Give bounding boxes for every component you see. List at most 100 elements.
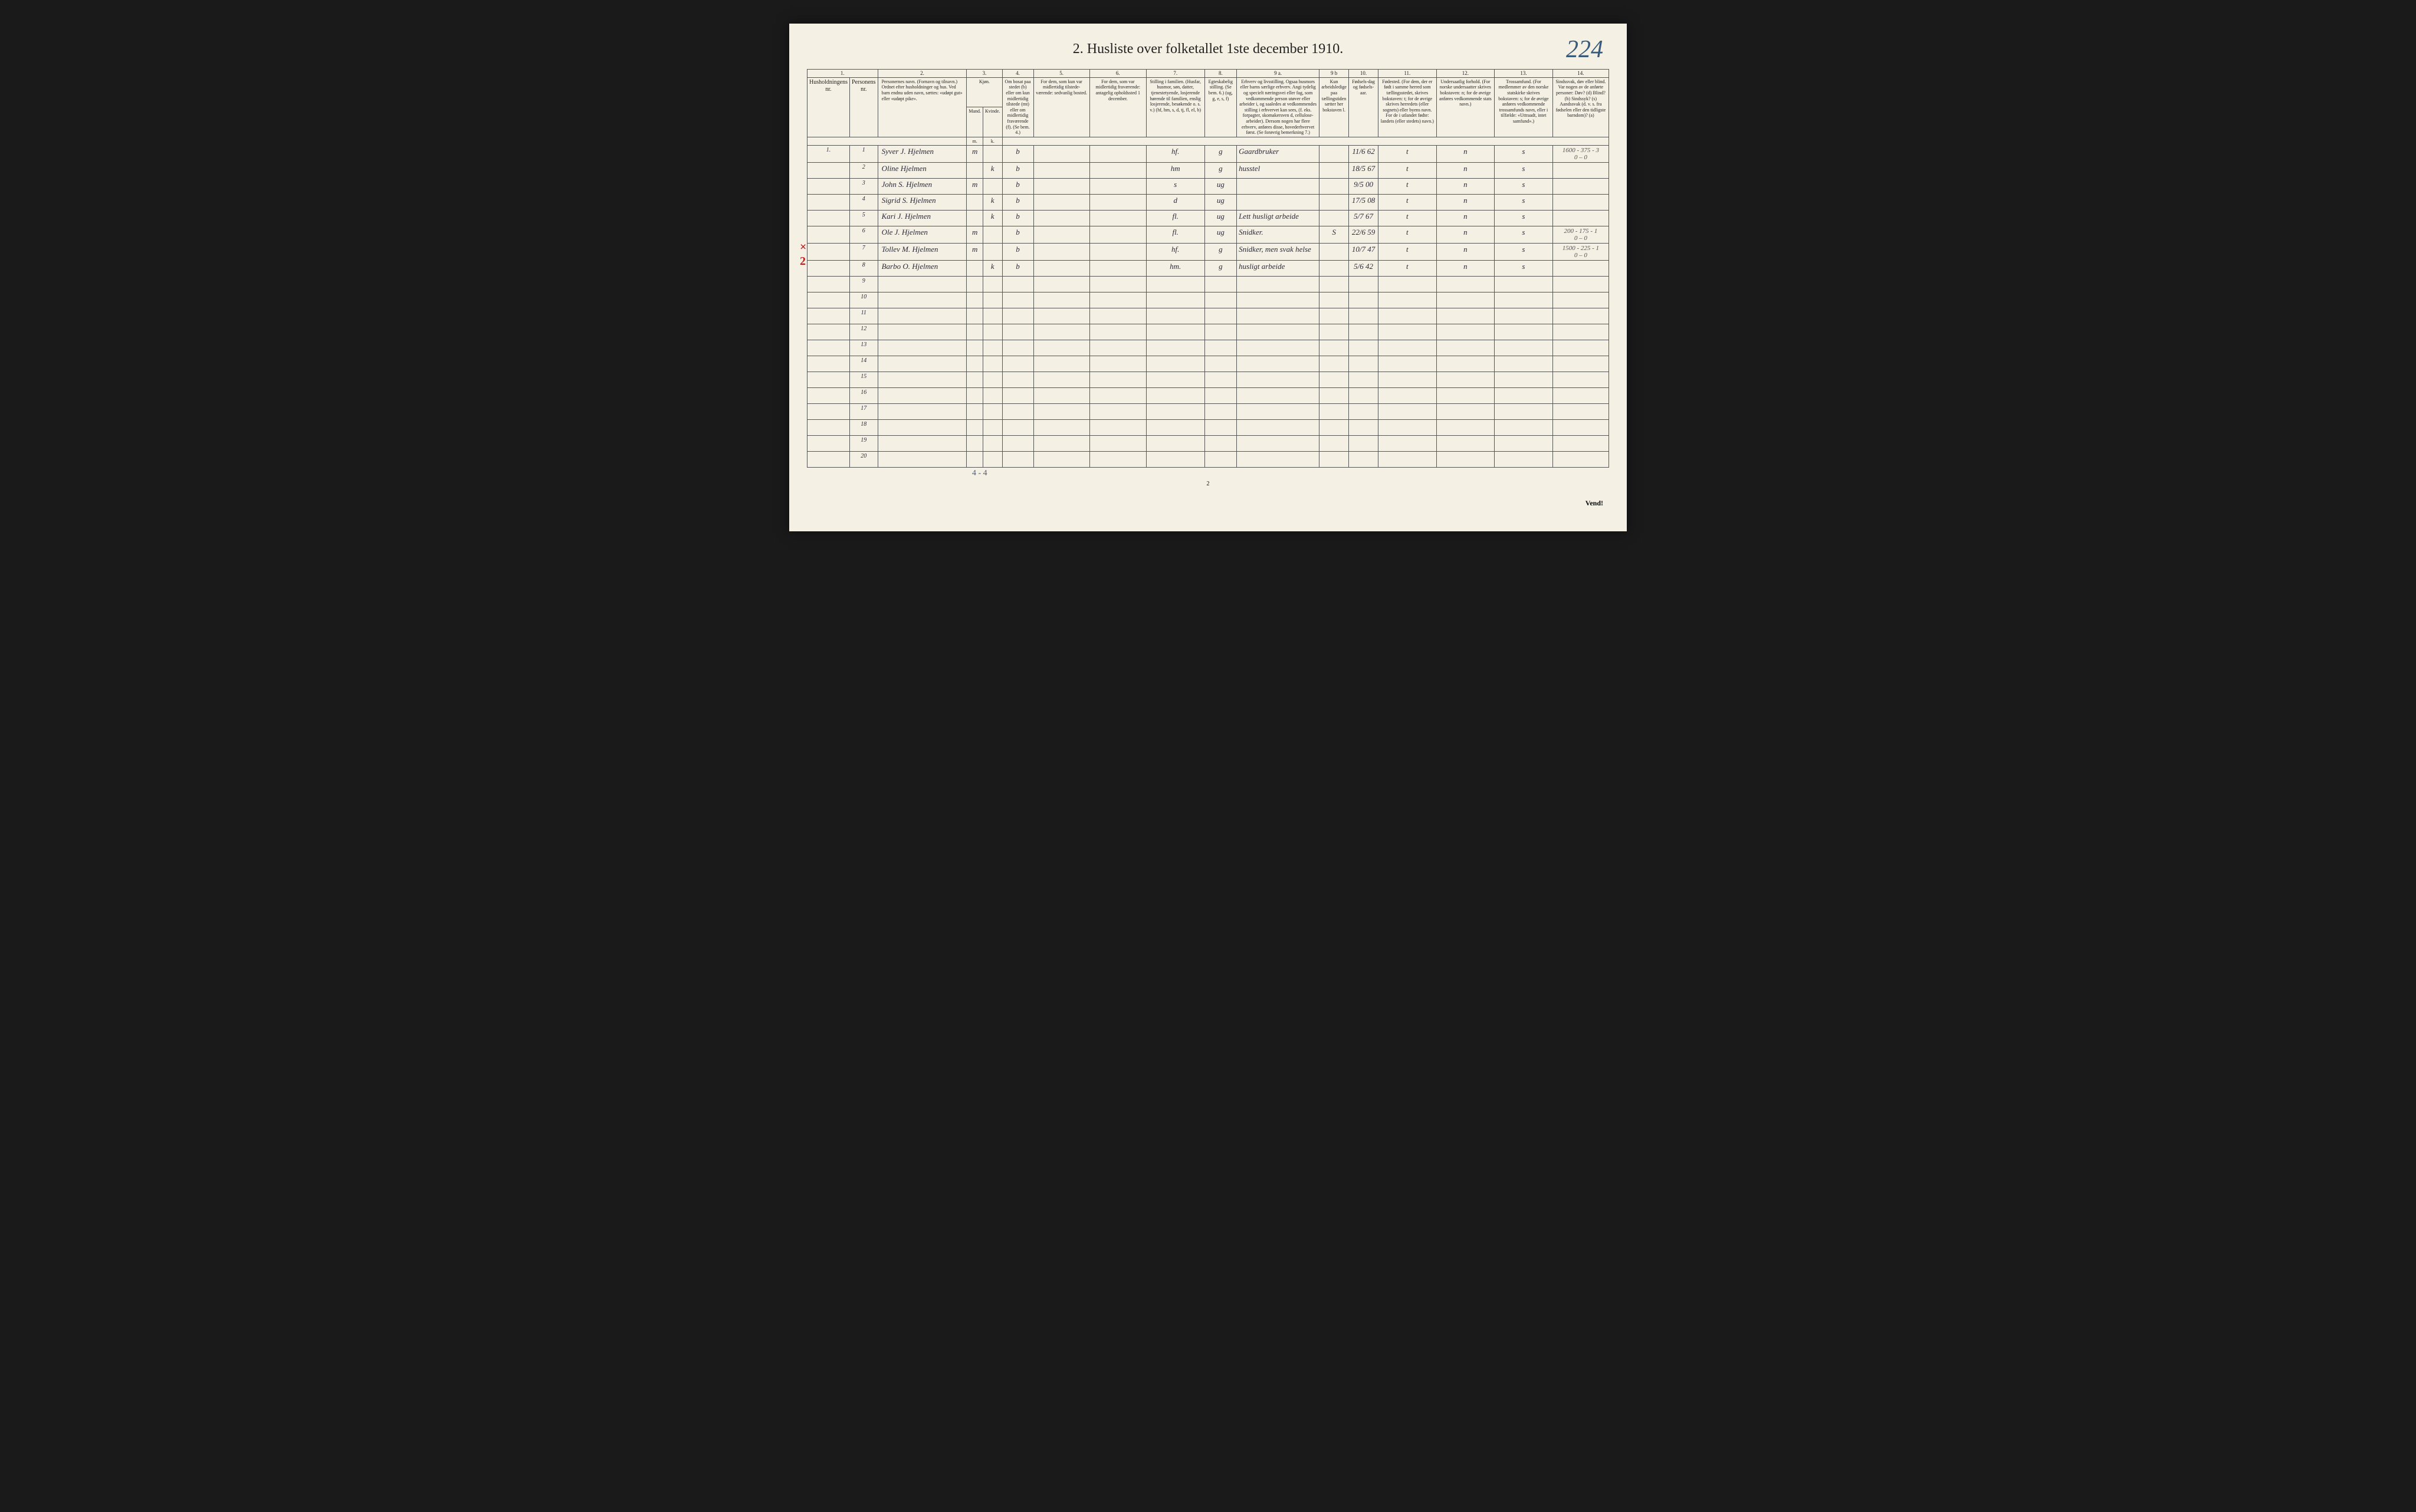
- cell-c14: 1600 - 375 - 30 – 0: [1552, 146, 1609, 163]
- table-row: 6Ole J. Hjelmenmbfl.ugSnidker.S22/6 59tn…: [807, 226, 1609, 244]
- cell-pnr: 9: [850, 277, 878, 292]
- cell-fsted: t: [1378, 195, 1436, 211]
- cell-c9b: [1319, 211, 1349, 226]
- cell-c14: [1552, 163, 1609, 179]
- cell-c7: [1089, 226, 1146, 244]
- cell-fam: hm.: [1146, 261, 1204, 277]
- colnum-10: 10.: [1348, 70, 1378, 78]
- cell-hnr: [807, 436, 850, 452]
- header-labels-row: Husholdningens nr. Personens nr. Persone…: [807, 77, 1609, 107]
- hdr-fodested: Fødested. (For dem, der er født i samme …: [1378, 77, 1436, 137]
- cell-pnr: 2: [850, 163, 878, 179]
- cell-fdate: 10/7 47: [1348, 244, 1378, 261]
- table-row-empty: 16: [807, 388, 1609, 404]
- cell-hnr: [807, 452, 850, 468]
- cell-sex-m: m: [967, 179, 983, 195]
- cell-tro: s: [1495, 211, 1553, 226]
- cell-c7: [1089, 146, 1146, 163]
- cell-fsted: t: [1378, 146, 1436, 163]
- cell-erhverv: Gaardbruker: [1237, 146, 1319, 163]
- cell-fam: d: [1146, 195, 1204, 211]
- cell-hnr: [807, 195, 850, 211]
- cell-und: n: [1436, 244, 1495, 261]
- cell-name: [878, 388, 967, 404]
- cell-bosat: b: [1002, 244, 1033, 261]
- footer-page-number: 2: [807, 481, 1609, 487]
- table-body: 1.1Syver J. Hjelmenmbhf.gGaardbruker11/6…: [807, 146, 1609, 468]
- cell-erhverv: husstel: [1237, 163, 1319, 179]
- cell-hnr: [807, 420, 850, 436]
- cell-c9b: [1319, 179, 1349, 195]
- cell-tro: s: [1495, 261, 1553, 277]
- colnum-4: 4.: [1002, 70, 1033, 78]
- cell-c14: [1552, 211, 1609, 226]
- cell-name: [878, 436, 967, 452]
- hdr-k: k.: [983, 137, 1003, 146]
- cell-pnr: 15: [850, 372, 878, 388]
- hdr-mand: Mand.: [967, 107, 983, 137]
- cell-und: n: [1436, 163, 1495, 179]
- table-row: 5Kari J. Hjelmenkbfl.ugLett husligt arbe…: [807, 211, 1609, 226]
- table-row-empty: 9: [807, 277, 1609, 292]
- cell-egt: g: [1204, 244, 1236, 261]
- cell-fam: fl.: [1146, 226, 1204, 244]
- cell-name: [878, 324, 967, 340]
- cell-c7: [1089, 195, 1146, 211]
- page-title: 2. Husliste over folketallet 1ste decemb…: [807, 41, 1609, 57]
- cell-fdate: 5/6 42: [1348, 261, 1378, 277]
- cell-fdate: 5/7 67: [1348, 211, 1378, 226]
- cell-pnr: 20: [850, 452, 878, 468]
- cell-pnr: 1: [850, 146, 878, 163]
- cell-fdate: 18/5 67: [1348, 163, 1378, 179]
- cell-tro: s: [1495, 195, 1553, 211]
- table-row-empty: 14: [807, 356, 1609, 372]
- colnum-2: 2.: [878, 70, 967, 78]
- table-row-empty: 18: [807, 420, 1609, 436]
- cell-name: Barbo O. Hjelmen: [878, 261, 967, 277]
- table-row: 8Barbo O. Hjelmenkbhm.ghusligt arbeide5/…: [807, 261, 1609, 277]
- colnum-9a: 9 a.: [1237, 70, 1319, 78]
- table-row-empty: 19: [807, 436, 1609, 452]
- cell-name: Syver J. Hjelmen: [878, 146, 967, 163]
- cell-c7: [1089, 211, 1146, 226]
- hdr-bosat: Om bosat paa stedet (b) eller om kun mid…: [1002, 77, 1033, 137]
- cell-name: [878, 277, 967, 292]
- cell-fam: fl.: [1146, 211, 1204, 226]
- cell-c9b: [1319, 244, 1349, 261]
- cell-bosat: b: [1002, 146, 1033, 163]
- cell-fdate: 11/6 62: [1348, 146, 1378, 163]
- cell-egt: g: [1204, 261, 1236, 277]
- cell-sex-m: m: [967, 146, 983, 163]
- cell-name: Oline Hjelmen: [878, 163, 967, 179]
- hdr-midl-tilstede: For dem, som kun var midlertidig tilsted…: [1033, 77, 1089, 137]
- footer-count: 4 - 4: [972, 469, 1609, 478]
- cell-hnr: [807, 356, 850, 372]
- red-mark-2: 2: [800, 255, 806, 268]
- colnum-11: 11.: [1378, 70, 1436, 78]
- cell-pnr: 18: [850, 420, 878, 436]
- cell-fdate: 22/6 59: [1348, 226, 1378, 244]
- cell-c9b: [1319, 163, 1349, 179]
- table-row-empty: 10: [807, 292, 1609, 308]
- cell-hnr: [807, 277, 850, 292]
- table-row-empty: 15: [807, 372, 1609, 388]
- cell-und: n: [1436, 146, 1495, 163]
- column-number-row: 1. 2. 3. 4. 5. 6. 7. 8. 9 a. 9 b 10. 11.…: [807, 70, 1609, 78]
- header-mk-row: m. k.: [807, 137, 1609, 146]
- colnum-7: 7.: [1146, 70, 1204, 78]
- cell-egt: ug: [1204, 211, 1236, 226]
- table-row: 1.1Syver J. Hjelmenmbhf.gGaardbruker11/6…: [807, 146, 1609, 163]
- cell-c7: [1089, 179, 1146, 195]
- hdr-kvinde: Kvinde.: [983, 107, 1003, 137]
- table-row: 2Oline Hjelmenkbhmghusstel18/5 67tns: [807, 163, 1609, 179]
- cell-sex-m: m: [967, 244, 983, 261]
- cell-name: [878, 452, 967, 468]
- cell-c9b: S: [1319, 226, 1349, 244]
- cell-c14: [1552, 261, 1609, 277]
- table-row-empty: 17: [807, 404, 1609, 420]
- cell-c6: [1033, 163, 1089, 179]
- hdr-m: m.: [967, 137, 983, 146]
- hdr-blank: [807, 137, 967, 146]
- cell-hnr: [807, 179, 850, 195]
- cell-sex-m: m: [967, 226, 983, 244]
